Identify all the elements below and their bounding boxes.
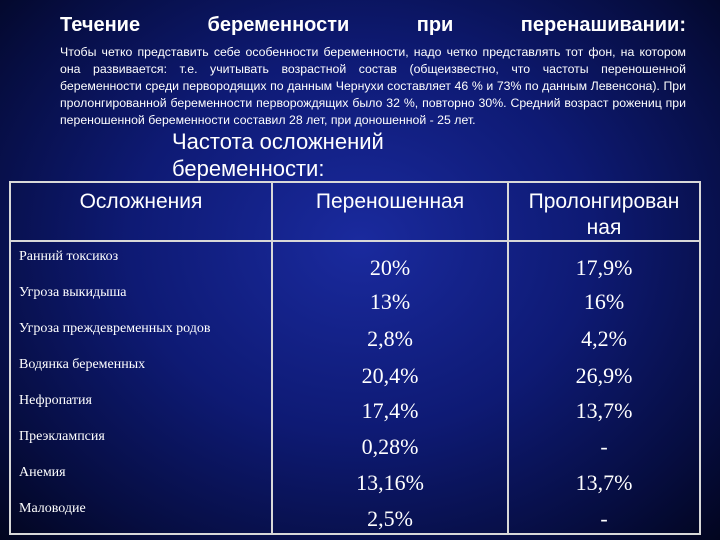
column-divider [507, 183, 509, 533]
post-term-value: 0,28% [361, 434, 419, 459]
complications-table: Осложнения Переношенная Пролонгирован на… [9, 181, 701, 535]
post-term-value: 17,4% [361, 398, 419, 423]
prolonged-value: 17,9% [575, 255, 633, 280]
header-post-term: Переношенная [315, 190, 465, 213]
title-word: перенашивании: [520, 14, 686, 36]
header-prolonged: Пролонгирован ная [528, 190, 680, 239]
intro-paragraph: Чтобы четко представить себе особенности… [60, 45, 686, 127]
prolonged-value: 26,9% [575, 363, 633, 388]
prolonged-value: 16% [583, 289, 625, 314]
row-label: Угроза выкидыша [19, 285, 127, 300]
post-term-value: 2,8% [367, 326, 413, 351]
title-word: при [416, 14, 454, 36]
row-label: Маловодие [19, 501, 86, 516]
header-divider [11, 240, 699, 242]
row-label: Нефропатия [19, 393, 92, 408]
header-complications: Осложнения [79, 190, 203, 213]
column-divider [271, 183, 273, 533]
prolonged-value: 13,7% [575, 398, 633, 423]
post-term-value: 2,5% [367, 506, 413, 531]
post-term-value: 13,16% [356, 470, 424, 495]
row-label: Водянка беременных [19, 357, 146, 372]
caption-line: беременности: [172, 156, 325, 181]
prolonged-value: - [600, 434, 608, 459]
post-term-value: 20,4% [361, 363, 419, 388]
row-label: Угроза преждевременных родов [19, 321, 211, 336]
row-label: Ранний токсикоз [19, 249, 119, 264]
post-term-value: 20% [369, 255, 411, 280]
prolonged-value: - [600, 506, 608, 531]
prolonged-value: 13,7% [575, 470, 633, 495]
row-label: Преэклампсия [19, 429, 105, 444]
title-word: беременности [207, 14, 350, 36]
row-label: Анемия [19, 465, 66, 480]
title-word: Течение [60, 14, 141, 36]
post-term-value: 13% [369, 289, 411, 314]
table-caption: Частота осложнений беременности: [172, 128, 384, 182]
caption-line: Частота осложнений [172, 129, 384, 154]
slide-title: Течение беременности при перенашивании: [60, 14, 686, 37]
prolonged-value: 4,2% [581, 326, 627, 351]
